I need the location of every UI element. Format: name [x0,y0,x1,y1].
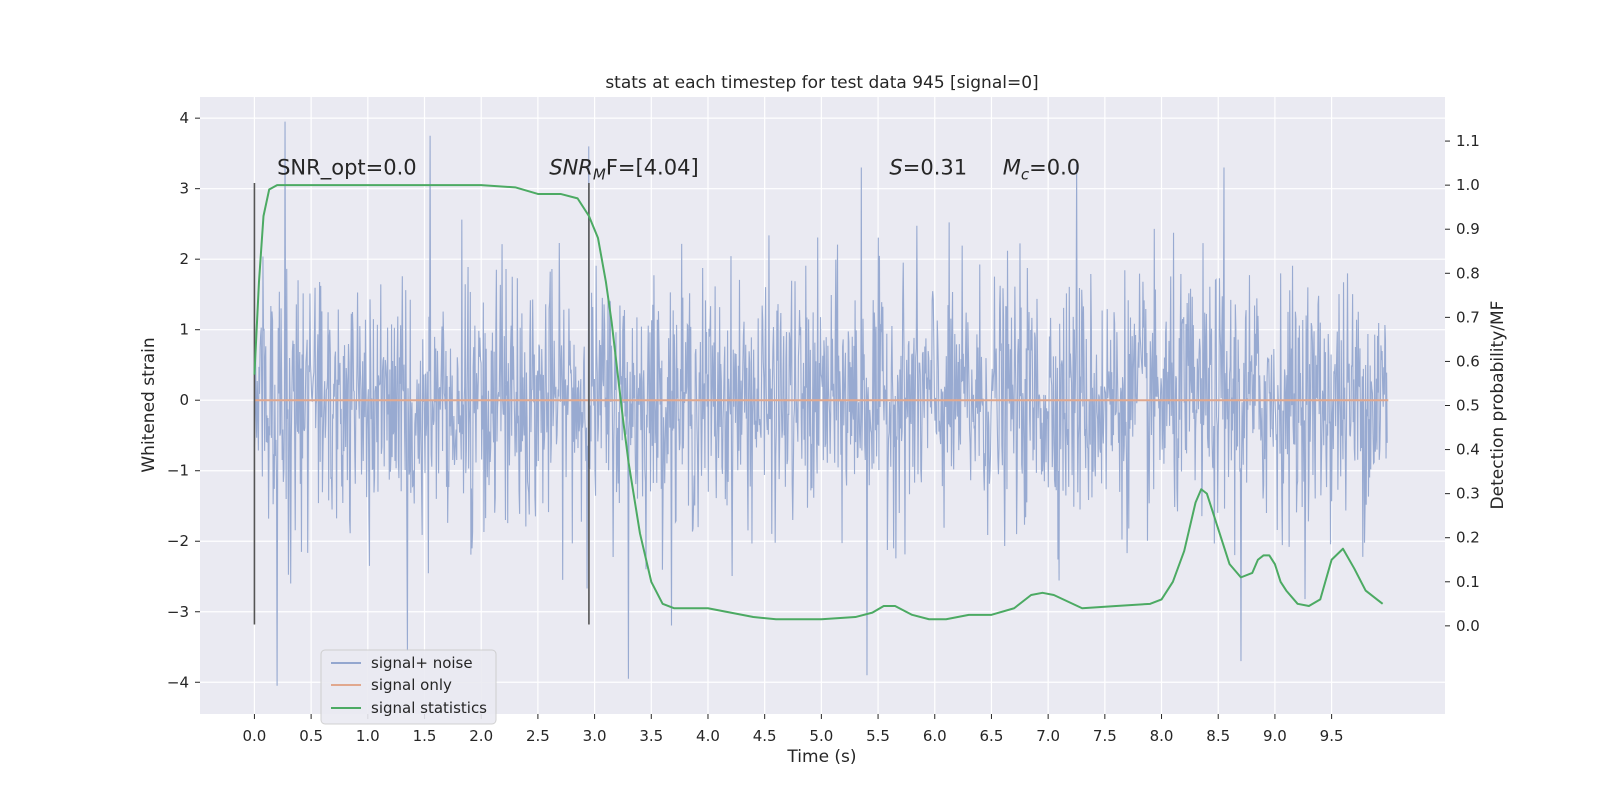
y-right-tick-label: 0.6 [1456,352,1480,370]
x-tick-label: 1.0 [356,727,380,745]
x-tick-label: 4.5 [753,727,777,745]
y-tick-label: −2 [167,532,189,550]
annotation-snr_opt: SNR_opt=0.0 [277,156,417,181]
x-tick-label: 5.0 [809,727,833,745]
vertical-markers [253,183,590,625]
legend-box [320,649,497,725]
y-right-tick-label: 1.0 [1456,176,1480,194]
y-right-tick-label: 0.0 [1456,617,1480,635]
legend-label-signal-plus-noise: signal+ noise [371,654,473,672]
y-tick-label: 1 [179,321,189,339]
y-right-tick-label: 0.9 [1456,220,1480,238]
annotation-snr_mf: SNRMF=[4.04] [549,156,698,184]
x-tick-label: 2.0 [469,727,493,745]
x-tick-label: 5.5 [866,727,890,745]
legend: signal+ noise signal only signal statist… [320,649,497,725]
x-tick-label: 3.5 [639,727,663,745]
annotations: SNR_opt=0.0 SNRMF=[4.04] S=0.31 Mc=0.0 [277,156,1080,184]
y-axis-left-ticks: −4 −3 −2 −1 0 1 2 3 4 [167,109,200,691]
x-axis-ticks: 0.0 0.5 1.0 1.5 2.0 2.5 3.0 3.5 4.0 4.5 5.0 5.5 6.0 6… [242,714,1344,745]
y-tick-label: −3 [167,603,189,621]
x-tick-label: 7.5 [1093,727,1117,745]
y-right-tick-label: 0.8 [1456,264,1480,282]
y-tick-label: 0 [179,391,189,409]
x-tick-label: 4.0 [696,727,720,745]
x-tick-label: 2.5 [526,727,550,745]
y-tick-label: 4 [179,109,189,127]
y-right-tick-label: 0.3 [1456,485,1480,503]
y-right-tick-label: 0.5 [1456,397,1480,415]
annotation-mc_val: Mc=0.0 [1003,156,1080,184]
x-tick-label: 8.0 [1150,727,1174,745]
x-tick-label: 7.0 [1036,727,1060,745]
y-tick-label: −4 [167,673,189,691]
chart-title: stats at each timestep for test data 945… [605,73,1038,93]
y-axis-label: Whitened strain [139,337,159,472]
legend-label-signal-statistics: signal statistics [371,699,487,717]
series-signal-plus-noise [253,121,1388,686]
x-tick-label: 1.5 [413,727,437,745]
y-right-tick-label: 0.2 [1456,529,1480,547]
y-axis-right-label: Detection probability/MF [1488,301,1508,510]
x-tick-label: 6.0 [923,727,947,745]
series-signal-statistics [253,184,1384,621]
x-tick-label: 3.0 [583,727,607,745]
y-tick-label: −1 [167,462,189,480]
x-axis-label: Time (s) [786,747,856,767]
y-right-tick-label: 1.1 [1456,132,1480,150]
x-tick-label: 9.0 [1263,727,1287,745]
x-tick-label: 0.0 [242,727,266,745]
y-right-tick-label: 0.7 [1456,308,1480,326]
series-line-signal-statistics [253,184,1384,621]
y-tick-label: 3 [179,180,189,198]
x-tick-label: 6.5 [980,727,1004,745]
y-axis-right-ticks: 0.0 0.1 0.2 0.3 0.4 0.5 0.6 0.7 0.8 0.9 1.0 1.1 [1445,132,1480,635]
x-tick-label: 9.5 [1320,727,1344,745]
y-tick-label: 2 [179,250,189,268]
x-tick-label: 0.5 [299,727,323,745]
y-right-tick-label: 0.4 [1456,441,1480,459]
x-tick-label: 8.5 [1206,727,1230,745]
annotation-s_val: S=0.31 [889,156,967,180]
y-right-tick-label: 0.1 [1456,573,1480,591]
legend-label-signal-only: signal only [371,676,452,694]
series-line-signal-plus-noise [253,121,1388,686]
